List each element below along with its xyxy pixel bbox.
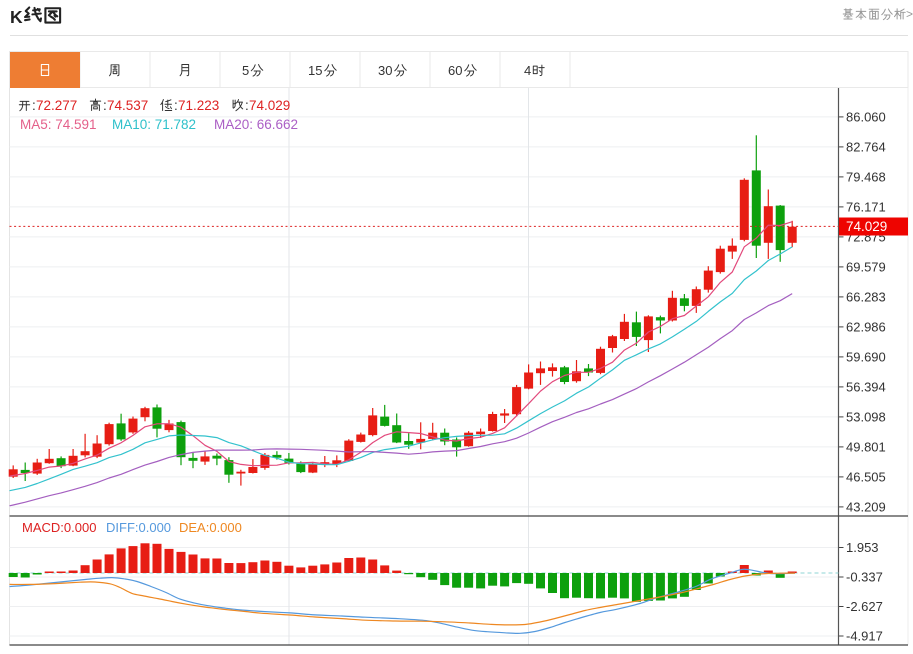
- svg-text:30: 30: [378, 63, 392, 78]
- svg-text:46.505: 46.505: [846, 469, 886, 484]
- svg-text:69.579: 69.579: [846, 259, 886, 274]
- svg-text:56.394: 56.394: [846, 379, 886, 394]
- svg-text:MA20: 66.662: MA20: 66.662: [214, 117, 298, 132]
- svg-text:86.060: 86.060: [846, 109, 886, 124]
- svg-text:74.029: 74.029: [249, 98, 290, 113]
- svg-text:74.537: 74.537: [107, 98, 148, 113]
- svg-text:59.690: 59.690: [846, 349, 886, 364]
- svg-text:79.468: 79.468: [846, 169, 886, 184]
- svg-text:53.098: 53.098: [846, 409, 886, 424]
- svg-text:MA10: 71.782: MA10: 71.782: [112, 117, 196, 132]
- svg-text:72.277: 72.277: [36, 98, 77, 113]
- svg-text:15: 15: [308, 63, 322, 78]
- svg-text::: :: [103, 98, 107, 113]
- svg-text::: :: [174, 98, 178, 113]
- svg-text:1.953: 1.953: [846, 540, 879, 555]
- svg-text:71.223: 71.223: [178, 98, 219, 113]
- svg-text:-0.337: -0.337: [846, 570, 883, 585]
- svg-text:-4.917: -4.917: [846, 629, 883, 644]
- svg-text:66.283: 66.283: [846, 289, 886, 304]
- svg-text:82.764: 82.764: [846, 139, 886, 154]
- svg-text:5: 5: [242, 63, 249, 78]
- svg-text:4: 4: [524, 63, 531, 78]
- svg-text:DEA:0.000: DEA:0.000: [179, 520, 242, 535]
- svg-text::: :: [245, 98, 249, 113]
- svg-text:60: 60: [448, 63, 462, 78]
- svg-text:MA5: 74.591: MA5: 74.591: [20, 117, 97, 132]
- svg-text:74.029: 74.029: [846, 219, 887, 234]
- svg-text:62.986: 62.986: [846, 319, 886, 334]
- svg-text:MACD:0.000: MACD:0.000: [22, 520, 96, 535]
- svg-text:43.209: 43.209: [846, 499, 886, 514]
- svg-text:K: K: [10, 7, 23, 27]
- svg-text:76.171: 76.171: [846, 199, 886, 214]
- svg-text::: :: [32, 98, 36, 113]
- svg-text:49.801: 49.801: [846, 439, 886, 454]
- svg-text:DIFF:0.000: DIFF:0.000: [106, 520, 171, 535]
- svg-text:-2.627: -2.627: [846, 599, 883, 614]
- svg-text:>: >: [906, 7, 913, 21]
